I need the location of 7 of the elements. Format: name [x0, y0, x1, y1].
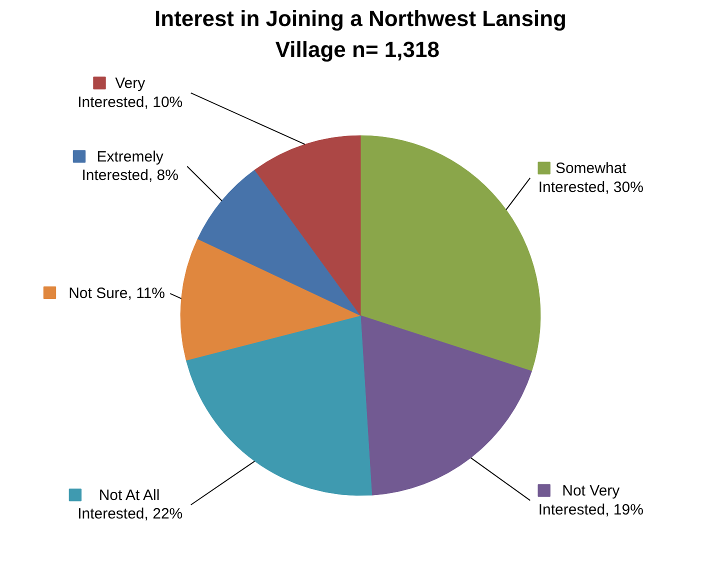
chart-title: Interest in Joining a Northwest Lansing Village n= 1,318	[154, 6, 566, 62]
legend-label: Extremely Interested, 8%	[82, 148, 178, 184]
legend-label: Not Very Interested, 19%	[538, 482, 644, 518]
legend-label: Very Interested, 10%	[78, 75, 183, 111]
legend-label: Somewhat Interested, 30%	[538, 160, 644, 196]
legend-label: Not Sure, 11%	[68, 285, 166, 302]
legend-label: Not At All Interested, 22%	[78, 487, 183, 523]
